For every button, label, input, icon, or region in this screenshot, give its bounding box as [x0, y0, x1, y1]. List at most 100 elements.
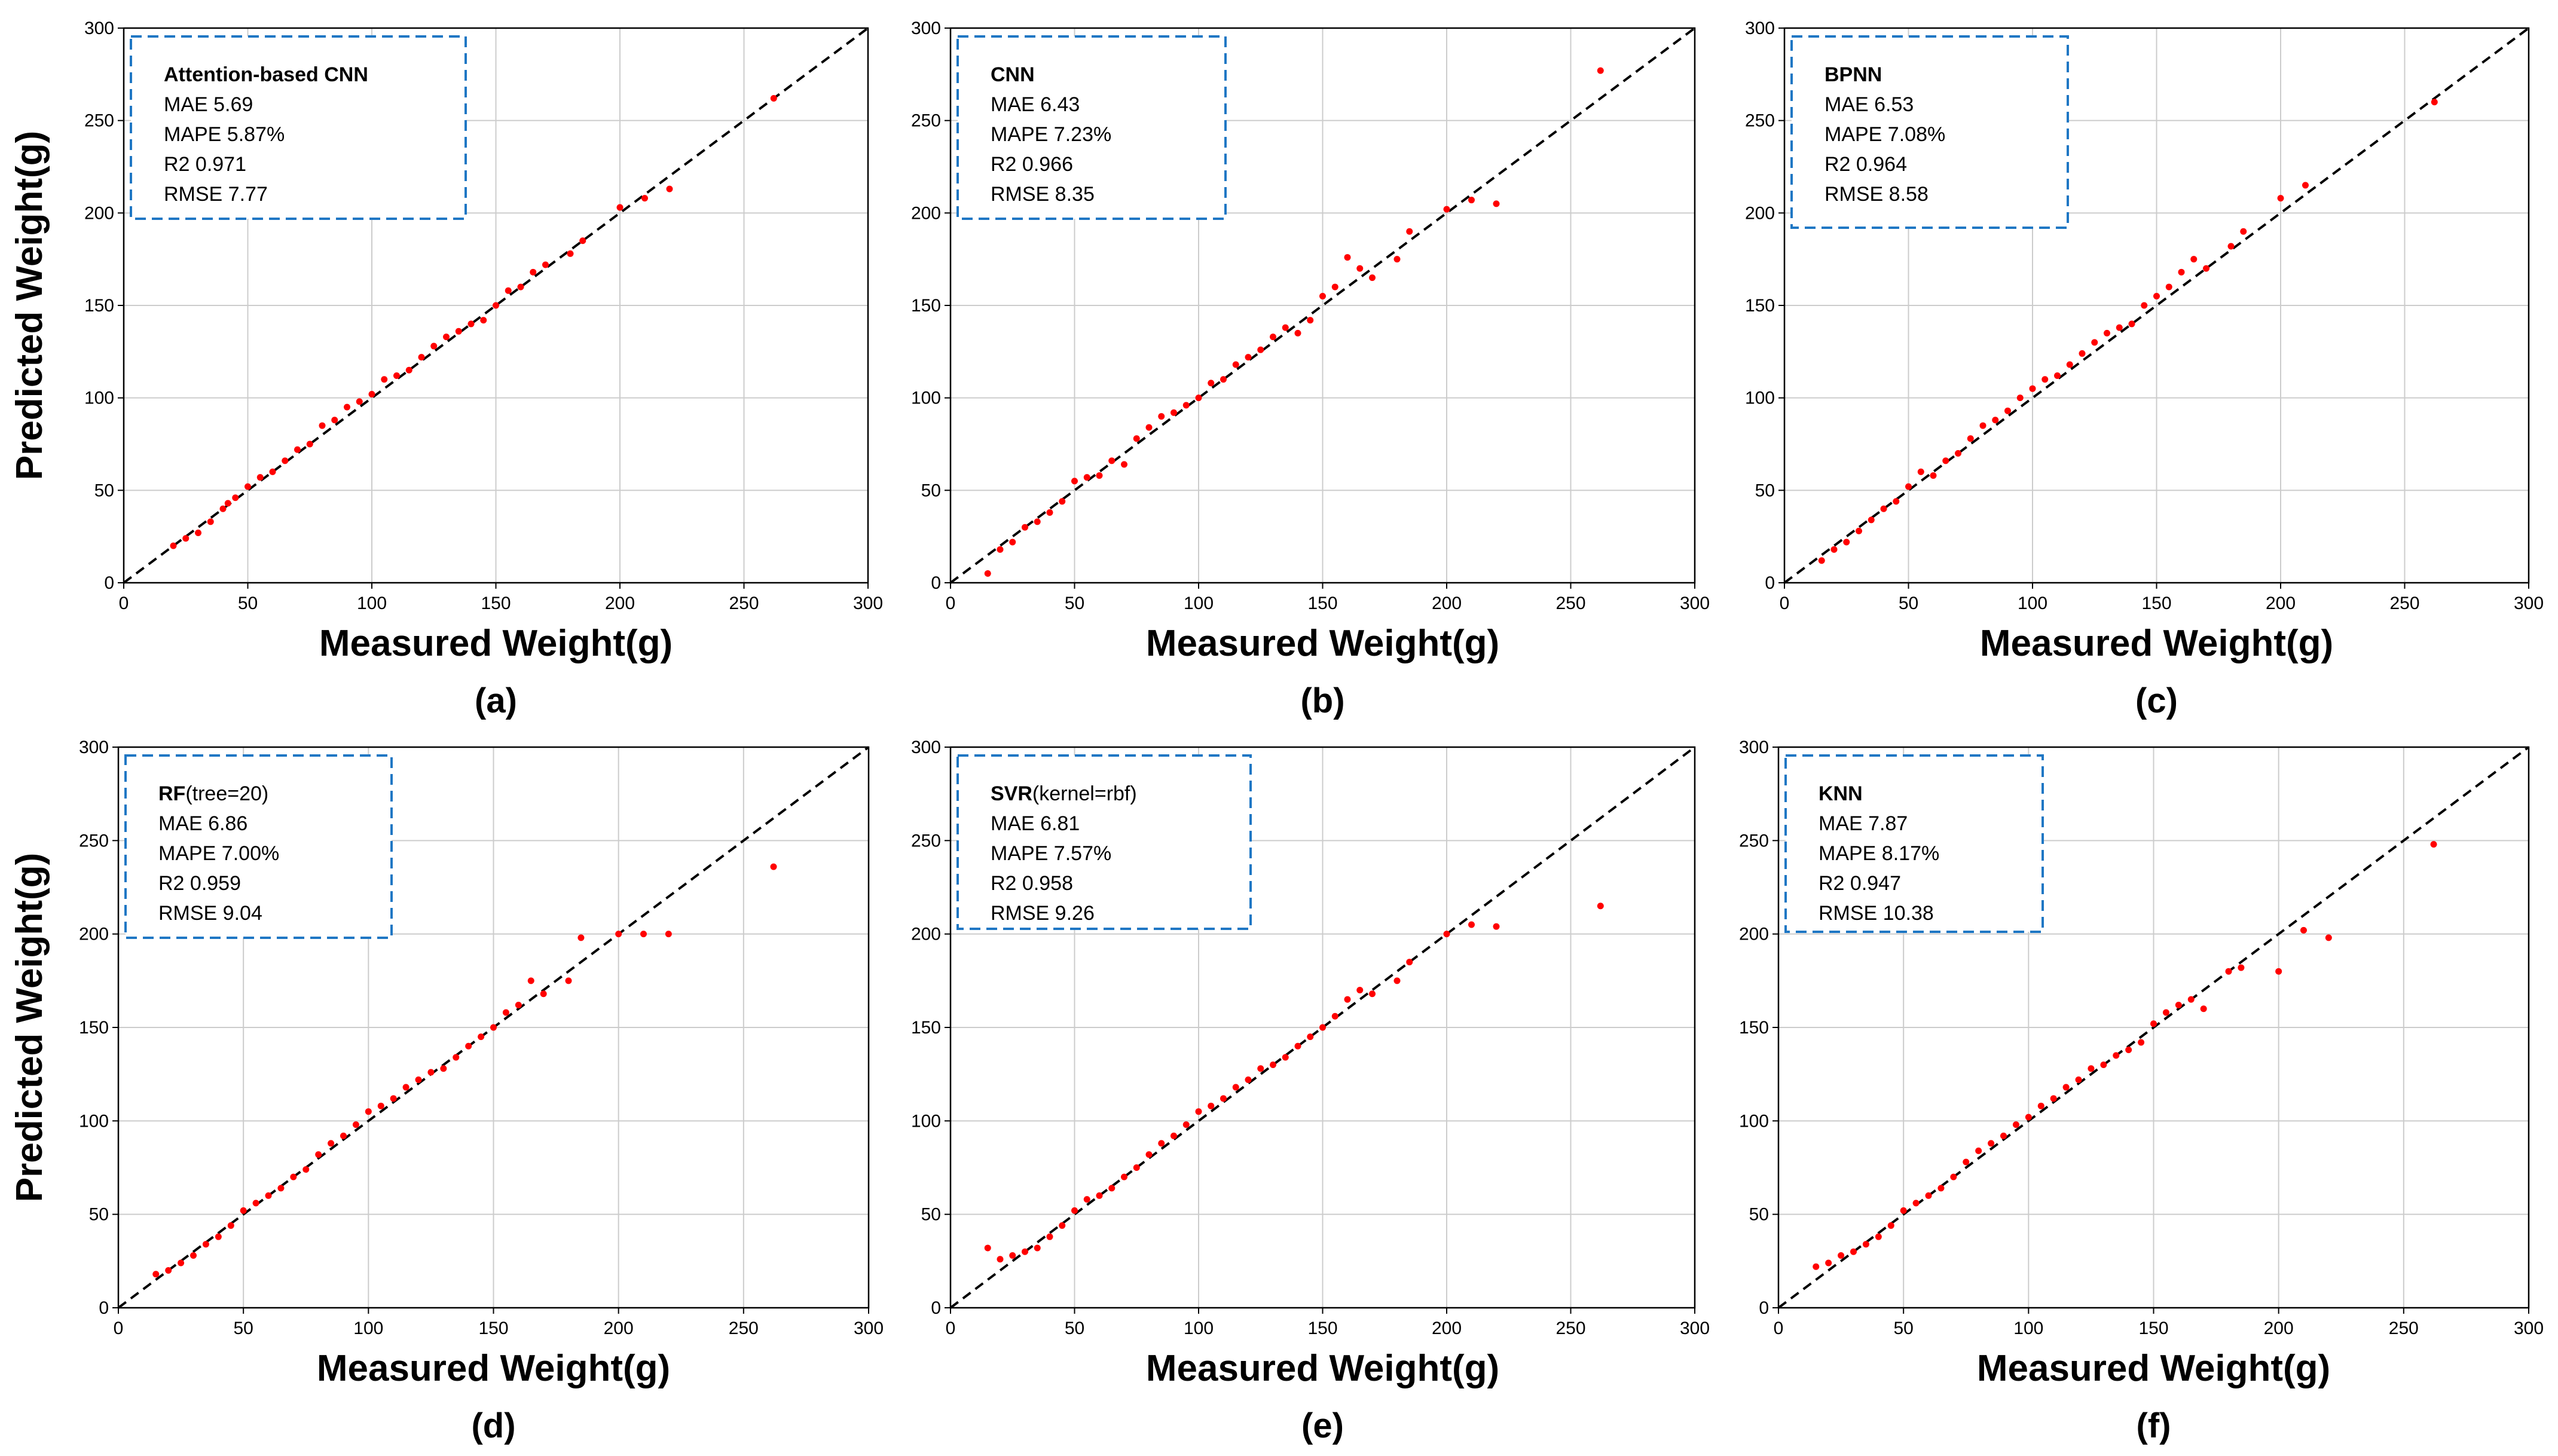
y-tick-label: 150 [1739, 1018, 1769, 1038]
data-point [478, 1033, 485, 1041]
data-point [1979, 422, 1987, 429]
data-point [1356, 986, 1364, 993]
data-point [1307, 317, 1314, 324]
data-point [2000, 1132, 2007, 1139]
y-tick-label: 0 [931, 573, 941, 593]
data-point [1208, 380, 1215, 387]
x-tick-label: 200 [2264, 1319, 2294, 1338]
data-point [1245, 354, 1252, 361]
data-point [1170, 1132, 1177, 1139]
r2-value: R2 0.971 [164, 153, 246, 176]
data-point [1875, 1233, 1882, 1240]
data-point [1443, 206, 1450, 213]
x-tick-label: 100 [2013, 1319, 2043, 1338]
data-point [2141, 302, 2148, 309]
data-point [269, 468, 276, 475]
data-point [1108, 1185, 1116, 1192]
data-point [1862, 1241, 1869, 1248]
data-point [530, 268, 537, 276]
x-tick-label: 50 [1065, 594, 1084, 613]
data-point [641, 195, 648, 202]
y-tick-label: 200 [79, 925, 109, 944]
data-point [256, 474, 264, 481]
x-tick-label: 250 [2389, 1319, 2419, 1338]
data-point [1294, 329, 1301, 337]
data-point [1245, 1076, 1252, 1084]
data-point [393, 372, 400, 380]
data-point [1967, 435, 1974, 442]
x-tick-label: 250 [1555, 1319, 1585, 1338]
y-tick-label: 250 [1745, 111, 1775, 131]
data-point [1597, 67, 1604, 74]
data-point [1133, 435, 1140, 442]
y-axis-title: Predicted Weight(g) [9, 853, 50, 1202]
x-tick-label: 50 [233, 1319, 253, 1338]
rmse-value: RMSE 10.38 [1819, 902, 1934, 925]
mae-value: MAE 7.87 [1819, 812, 1908, 835]
data-point [2128, 320, 2135, 328]
x-tick-label: 0 [114, 1319, 124, 1338]
y-tick-label: 100 [84, 389, 114, 408]
panel-label: (e) [1301, 1406, 1344, 1445]
model-name-bold: SVR [991, 782, 1032, 805]
data-point [577, 934, 585, 941]
data-point [352, 1121, 359, 1128]
data-point [2325, 934, 2332, 941]
r2-value: R2 0.964 [1824, 153, 1907, 176]
data-point [1220, 376, 1227, 383]
data-point [1930, 472, 1937, 479]
data-point [1270, 334, 1276, 341]
data-point [1825, 1259, 1832, 1267]
data-point [1158, 1140, 1165, 1147]
data-point [328, 1140, 335, 1147]
data-point [453, 1054, 460, 1061]
mape-value: MAPE 7.00% [158, 842, 279, 865]
data-point [2050, 1095, 2057, 1102]
data-point [232, 494, 239, 501]
y-tick-label: 50 [94, 481, 114, 500]
data-point [1344, 254, 1351, 261]
metrics-legend-box [124, 754, 393, 939]
data-point [1282, 1054, 1289, 1061]
model-name-bold: CNN [991, 63, 1035, 86]
data-point [1145, 424, 1153, 431]
x-tick-label: 250 [1555, 594, 1585, 613]
data-point [1059, 498, 1066, 505]
data-point [1270, 1062, 1276, 1069]
data-point [1257, 1065, 1264, 1072]
data-point [1813, 1263, 1820, 1270]
x-axis-title: Measured Weight(g) [319, 623, 673, 664]
data-point [2240, 228, 2247, 235]
data-point [265, 1192, 272, 1199]
mae-value: MAE 6.43 [991, 93, 1080, 116]
data-point [2041, 376, 2049, 383]
data-point [430, 342, 438, 350]
data-point [1850, 1248, 1857, 1255]
data-point [1009, 1252, 1016, 1259]
data-point [224, 500, 231, 507]
data-point [2066, 361, 2073, 368]
data-point [1182, 402, 1190, 409]
data-point [405, 366, 412, 374]
data-point [2025, 1114, 2032, 1121]
y-tick-label: 50 [1749, 1205, 1769, 1225]
y-tick-label: 0 [104, 573, 114, 593]
data-point [1108, 457, 1116, 464]
x-tick-label: 200 [1432, 1319, 1462, 1338]
data-point [1992, 417, 1999, 424]
data-point [640, 931, 647, 938]
data-point [440, 1065, 447, 1072]
data-point [2153, 293, 2160, 300]
y-tick-label: 0 [1759, 1298, 1769, 1318]
y-tick-label: 250 [1739, 831, 1769, 851]
data-point [2203, 265, 2209, 272]
data-point [1195, 394, 1202, 402]
x-tick-label: 100 [357, 594, 387, 613]
data-point [2225, 968, 2232, 975]
data-point [1344, 996, 1351, 1003]
x-tick-label: 50 [1893, 1319, 1913, 1338]
data-point [1046, 1233, 1053, 1240]
model-name-bold: Attention-based CNN [164, 63, 368, 86]
rmse-value: RMSE 8.58 [1824, 183, 1929, 206]
data-point [1083, 474, 1090, 481]
